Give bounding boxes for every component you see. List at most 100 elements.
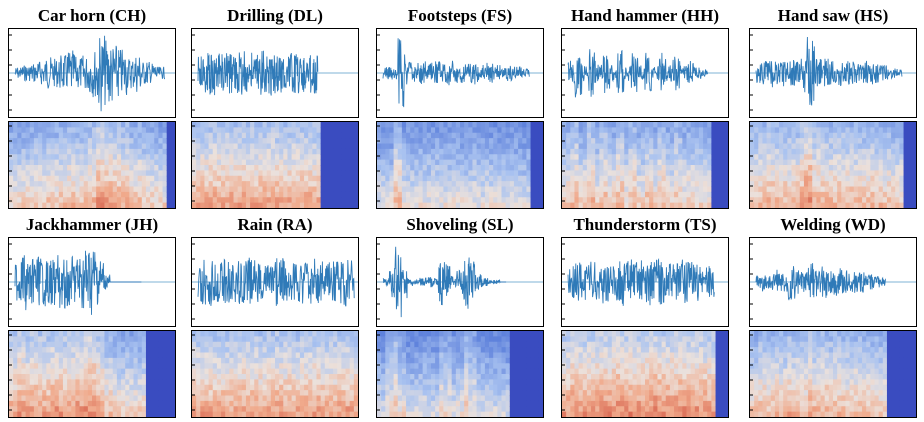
spectrogram-cell [279, 181, 284, 188]
spectrogram-cell [406, 390, 411, 397]
spectrogram-cell [42, 411, 47, 417]
spectrogram-cell [129, 411, 135, 417]
spectrogram-cell [410, 374, 415, 380]
spectrogram-cell [58, 170, 64, 177]
spectrogram-cell [237, 191, 243, 198]
spectrogram-cell [83, 181, 89, 188]
spectrogram-cell [158, 148, 164, 155]
spectrogram-cell [562, 181, 567, 188]
spectrogram-cell [397, 368, 403, 375]
spectrogram-cell [104, 336, 110, 343]
spectrogram-cell [385, 143, 391, 150]
spectrogram-cell [170, 363, 175, 370]
spectrogram-cell [711, 148, 717, 155]
spectrogram-cell [414, 363, 420, 370]
spectrogram-plot [376, 121, 544, 209]
spectrogram-cell [216, 368, 222, 375]
spectrogram-cell [266, 132, 272, 139]
spectrogram-cell [21, 181, 27, 188]
spectrogram-cell [87, 170, 93, 177]
spectrogram-cell [250, 197, 255, 204]
spectrogram-cell [67, 363, 72, 370]
spectrogram-cell [653, 143, 659, 150]
spectrogram-cell [100, 336, 106, 343]
spectrogram-cell [237, 138, 243, 145]
spectrogram-cell [443, 406, 449, 413]
spectrogram-cell [414, 132, 420, 139]
spectrogram-cell [96, 170, 101, 177]
spectrogram-cell [212, 374, 218, 380]
spectrogram-cell [816, 127, 822, 134]
spectrogram-cell [170, 384, 175, 391]
spectrogram-cell [100, 384, 106, 391]
spectrogram-cell [13, 379, 18, 386]
spectrogram-cell [258, 175, 264, 182]
spectrogram-cell [468, 170, 474, 177]
spectrogram-cell [435, 384, 440, 391]
spectrogram-cell [38, 357, 43, 364]
spectrogram-cell [754, 132, 759, 139]
spectrogram-cell [145, 202, 151, 208]
spectrogram-cell [279, 341, 284, 348]
spectrogram-cell [42, 363, 47, 370]
spectrogram-cell [25, 132, 31, 139]
spectrogram-cell [58, 181, 64, 188]
spectrogram-cell [455, 336, 461, 343]
spectrogram-cell [125, 154, 130, 161]
spectrogram-cell [791, 122, 797, 128]
spectrogram-cell [645, 165, 650, 171]
spectrogram-cell [320, 374, 326, 380]
spectrogram-cell [312, 331, 318, 337]
spectrogram-cell [208, 352, 214, 359]
spectrogram-cell [401, 159, 407, 166]
spectrogram-cell [774, 154, 780, 161]
spectrogram-cell [46, 357, 52, 364]
spectrogram-cell [603, 191, 609, 198]
spectrogram-cell [895, 175, 900, 182]
spectrogram-cell [484, 138, 490, 145]
spectrogram-cell [472, 384, 478, 391]
spectrogram-cell [426, 374, 432, 380]
spectrogram-cell [518, 186, 523, 193]
spectrogram-cell [878, 186, 884, 193]
spectrogram-cell [447, 357, 453, 364]
spectrogram-cell [241, 347, 247, 354]
spectrogram-cell [308, 390, 313, 397]
spectrogram-cell [154, 159, 159, 166]
spectrogram-cell [67, 197, 72, 204]
spectrogram-cell [71, 384, 76, 391]
spectrogram-cell [393, 191, 399, 198]
spectrogram-cell [133, 395, 139, 402]
spectrogram-cell [534, 170, 540, 177]
spectrogram-cell [333, 363, 338, 370]
spectrogram-cell [162, 197, 168, 204]
spectrogram-cell [489, 191, 494, 198]
spectrogram-cell [233, 395, 239, 402]
spectrogram-cell [133, 122, 139, 128]
spectrogram-cell [200, 148, 206, 155]
spectrogram-cell [50, 186, 56, 193]
spectrogram-cell [328, 202, 334, 208]
spectrogram-cell [430, 159, 436, 166]
spectrogram-cell [333, 368, 338, 375]
spectrogram-cell [328, 363, 334, 370]
spectrogram-cell [108, 379, 114, 386]
spectrogram-cell [192, 170, 197, 177]
spectrogram-cell [489, 132, 494, 139]
spectrogram-cell [791, 186, 797, 193]
spectrogram-cell [137, 159, 143, 166]
spectrogram-cell [509, 122, 515, 128]
spectrogram-cell [250, 352, 255, 359]
spectrogram-cell [611, 186, 617, 193]
spectrogram-cell [112, 202, 118, 208]
spectrogram-cell [345, 363, 351, 370]
spectrogram-cell [324, 331, 330, 337]
spectrogram-cell [841, 197, 847, 204]
spectrogram-cell [212, 336, 218, 343]
spectrogram-cell [196, 186, 201, 193]
spectrogram-cell [874, 186, 880, 193]
spectrogram-cell [870, 191, 876, 198]
spectrogram-cell [770, 154, 776, 161]
spectrogram-cell [266, 363, 272, 370]
spectrogram-cell [562, 191, 567, 198]
